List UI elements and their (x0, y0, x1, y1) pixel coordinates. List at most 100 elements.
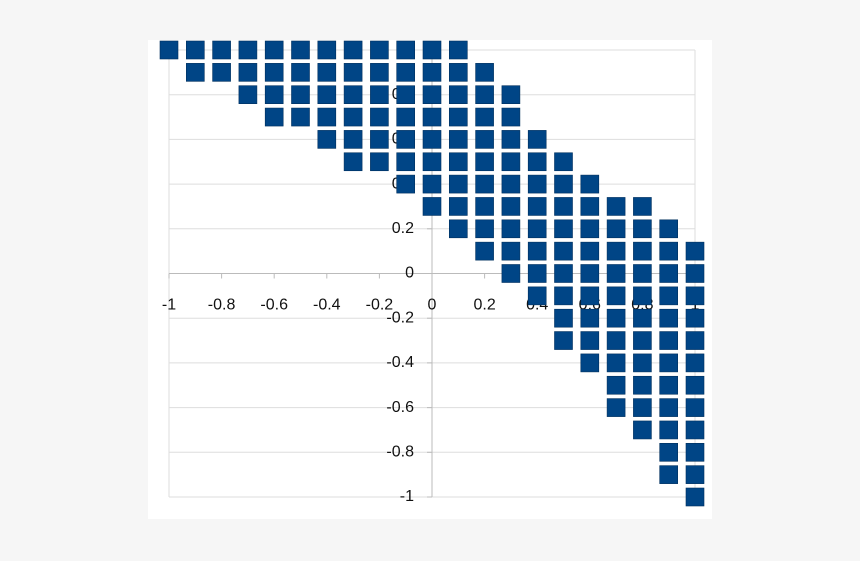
scatter-point (659, 331, 679, 350)
scatter-point (633, 420, 652, 440)
scatter-point (396, 152, 416, 172)
scatter-point (554, 286, 573, 306)
scatter-point (554, 241, 573, 261)
scatter-point (554, 174, 573, 194)
x-tick-label: -0.4 (313, 297, 341, 314)
scatter-point (212, 40, 231, 60)
scatter-point (422, 197, 442, 216)
scatter-point (685, 308, 705, 328)
scatter-point (580, 264, 600, 283)
scatter-point (475, 130, 494, 149)
scatter-point (659, 398, 679, 417)
scatter-point (659, 375, 679, 395)
scatter-point (580, 331, 600, 350)
scatter-point (685, 487, 705, 507)
scatter-point (633, 353, 652, 373)
scatter-point (659, 353, 679, 373)
scatter-point (501, 130, 521, 149)
scatter-point (317, 85, 337, 104)
scatter-point (659, 420, 679, 440)
scatter-point (422, 152, 442, 172)
scatter-point (633, 219, 652, 239)
scatter-point (422, 85, 442, 104)
scatter-point (475, 219, 494, 239)
y-tick-label: -0.2 (386, 309, 414, 326)
scatter-point (633, 264, 652, 283)
y-tick-label: 0 (405, 265, 414, 282)
scatter-point (659, 286, 679, 306)
scatter-point (527, 286, 547, 306)
scatter-point (264, 107, 284, 127)
scatter-point (264, 85, 284, 104)
scatter-point (448, 174, 468, 194)
scatter-point (317, 130, 337, 149)
scatter-point (580, 308, 600, 328)
scatter-point (501, 85, 521, 104)
scatter-point (606, 197, 626, 216)
y-tick-label: -0.8 (386, 444, 414, 461)
scatter-point (501, 197, 521, 216)
scatter-point (606, 375, 626, 395)
scatter-point (580, 241, 600, 261)
scatter-point (633, 286, 652, 306)
scatter-point (448, 152, 468, 172)
scatter-point (422, 63, 442, 82)
scatter-point (291, 63, 310, 82)
scatter-point (396, 85, 416, 104)
scatter-point (422, 107, 442, 127)
x-tick-label: 0.2 (473, 297, 495, 314)
scatter-point (659, 465, 679, 484)
scatter-point (580, 353, 600, 373)
scatter-point (659, 241, 679, 261)
scatter-point (685, 331, 705, 350)
scatter-point (501, 241, 521, 261)
scatter-point (238, 85, 258, 104)
scatter-point (685, 353, 705, 373)
scatter-point (370, 40, 389, 60)
scatter-point (370, 85, 389, 104)
scatter-point (238, 63, 258, 82)
scatter-point (685, 286, 705, 306)
scatter-point (554, 264, 573, 283)
scatter-point (685, 420, 705, 440)
scatter-point (475, 152, 494, 172)
scatter-point (317, 107, 337, 127)
scatter-point (633, 331, 652, 350)
scatter-point (685, 264, 705, 283)
scatter-point (633, 197, 652, 216)
scatter-point (212, 63, 231, 82)
scatter-point (343, 40, 363, 60)
scatter-point (396, 174, 416, 194)
scatter-point (291, 85, 310, 104)
scatter-point (685, 241, 705, 261)
scatter-point (475, 107, 494, 127)
scatter-point (186, 63, 205, 82)
scatter-point (343, 63, 363, 82)
scatter-point (527, 174, 547, 194)
scatter-point (448, 197, 468, 216)
scatter-point (685, 442, 705, 462)
scatter-point (633, 241, 652, 261)
scatter-point (527, 264, 547, 283)
scatter-point (501, 174, 521, 194)
scatter-point (475, 63, 494, 82)
scatter-point (554, 308, 573, 328)
scatter-point (527, 197, 547, 216)
scatter-point (659, 442, 679, 462)
scatter-point (554, 219, 573, 239)
scatter-point (317, 63, 337, 82)
x-tick-label: 1 (691, 297, 700, 314)
scatter-point (501, 152, 521, 172)
scatter-point (317, 40, 337, 60)
scatter-point (685, 375, 705, 395)
scatter-point (396, 107, 416, 127)
scatter-point (580, 286, 600, 306)
scatter-point (527, 130, 547, 149)
scatter-point (264, 63, 284, 82)
y-tick-label: -0.6 (386, 399, 414, 416)
scatter-point (396, 40, 416, 60)
scatter-point (422, 40, 442, 60)
scatter-point (554, 152, 573, 172)
scatter-point (606, 353, 626, 373)
